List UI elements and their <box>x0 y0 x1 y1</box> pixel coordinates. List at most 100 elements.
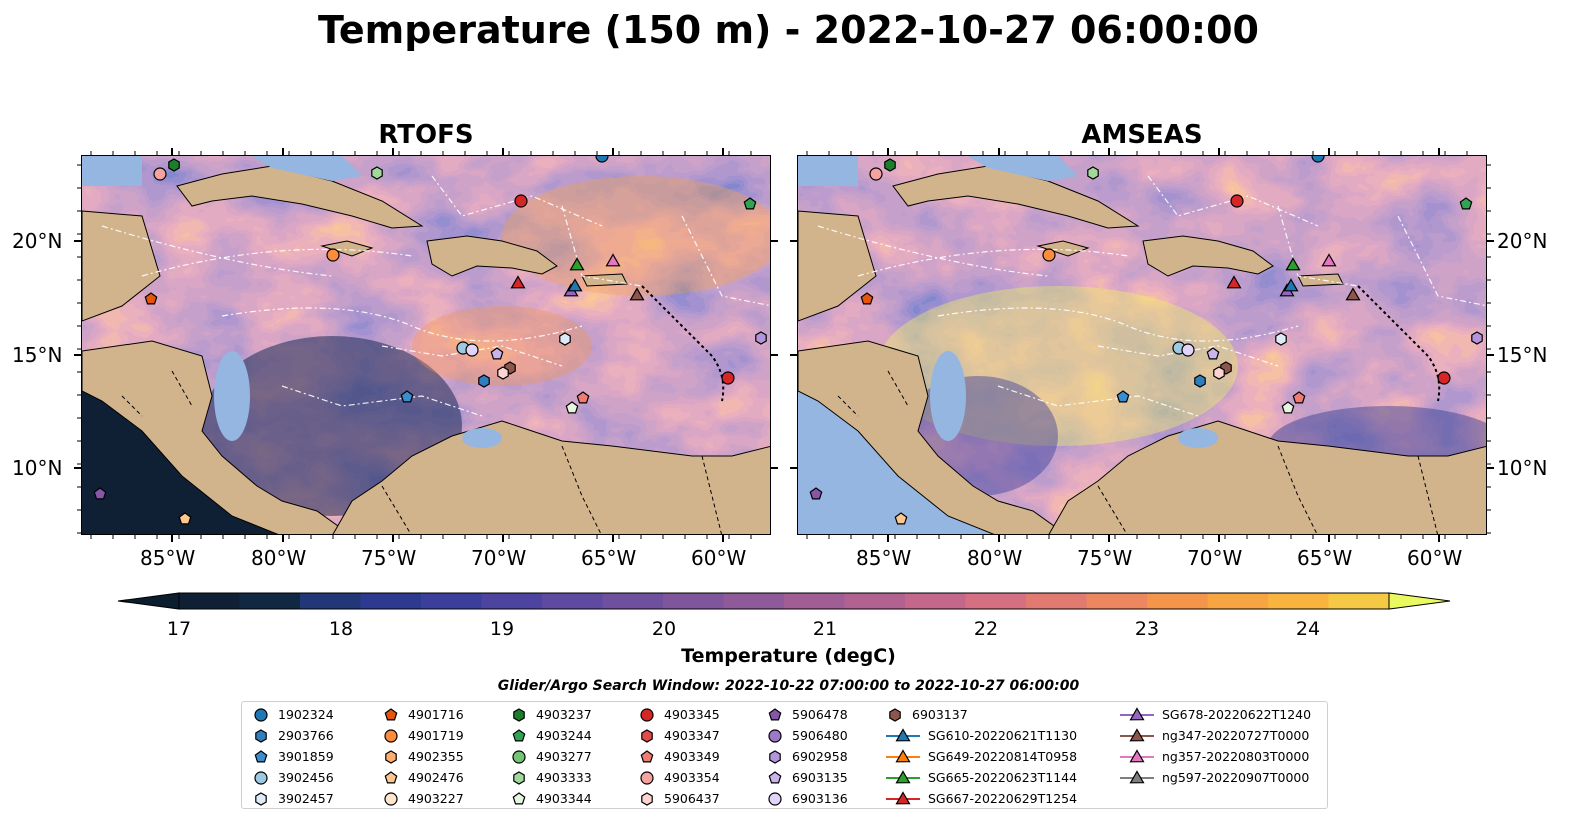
colorbar-tick: 23 <box>1134 618 1160 640</box>
hispaniola-land <box>426 235 558 277</box>
float-marker <box>559 332 571 346</box>
eez-boundary <box>431 175 603 227</box>
eez-boundary <box>1277 205 1359 287</box>
legend-item: 6903137 <box>886 705 968 725</box>
eez-boundary <box>561 205 643 287</box>
lon-label-60w: 60°W <box>691 546 747 570</box>
float-marker <box>1230 194 1244 208</box>
legend-marker-icon <box>254 750 268 763</box>
eez-boundary <box>141 248 413 277</box>
legend-label: 6903136 <box>792 791 848 806</box>
legend-label: 3901859 <box>278 749 334 764</box>
legend-label: 4901716 <box>408 707 464 722</box>
float-marker <box>514 194 528 208</box>
lon-label-70w: 70°W <box>471 546 527 570</box>
legend-marker-icon <box>384 771 398 784</box>
colorbar-tick: 24 <box>1295 618 1321 640</box>
legend-item: SG610-20220621T1130 <box>886 726 1077 746</box>
eez-boundary <box>381 345 563 367</box>
legend-label: SG667-20220629T1254 <box>928 791 1078 806</box>
legend-marker-icon <box>768 729 782 743</box>
legend-item: 4903237 <box>510 705 592 725</box>
float-marker <box>860 292 874 305</box>
float-marker <box>1285 257 1301 271</box>
colorbar-swatches <box>179 593 1390 609</box>
legend-item: 4903347 <box>638 726 720 746</box>
legend-label: 6903137 <box>912 707 968 722</box>
float-marker <box>894 512 908 525</box>
float-marker <box>326 248 340 262</box>
float-marker <box>1321 253 1337 267</box>
legend-item: 4903344 <box>510 789 592 809</box>
legend-marker-icon <box>641 792 653 806</box>
legend-item: ng597-20220907T0000 <box>1120 768 1309 788</box>
legend-item: 3901859 <box>252 747 334 767</box>
legend-marker-icon <box>254 708 268 722</box>
legend-marker-icon <box>513 708 525 722</box>
legend-marker-icon <box>641 729 653 743</box>
legend-marker-icon <box>768 771 782 784</box>
legend-item: 1902324 <box>252 705 334 725</box>
yucatan-land <box>82 210 161 322</box>
legend-item: 4901719 <box>382 726 464 746</box>
legend-marker-icon <box>895 749 911 763</box>
float-marker <box>400 390 414 403</box>
lat-label-15n-right: 15°N <box>1497 343 1548 367</box>
legend-marker-icon <box>640 771 654 785</box>
lon-label-80w-b: 80°W <box>967 546 1023 570</box>
eez-boundary <box>101 225 333 277</box>
jamaica-land <box>1036 240 1090 257</box>
colorbar-tick: 20 <box>651 618 677 640</box>
eez-boundary <box>681 215 770 307</box>
legend-item: 4902355 <box>382 747 464 767</box>
legend-marker-icon <box>889 708 901 722</box>
legend-marker-icon <box>255 729 267 743</box>
legend-item: SG649-20220814T0958 <box>886 747 1077 767</box>
legend-label: 4903333 <box>536 770 592 785</box>
legend-label: 4903354 <box>664 770 720 785</box>
jamaica-land <box>320 240 374 257</box>
legend-label: SG665-20220623T1144 <box>928 770 1078 785</box>
lat-label-15n: 15°N <box>12 343 63 367</box>
legend-marker-icon <box>1129 749 1145 763</box>
legend-label: 2903766 <box>278 728 334 743</box>
float-marker <box>465 343 479 357</box>
legend-label: 3902456 <box>278 770 334 785</box>
float-marker <box>595 156 609 163</box>
legend-item: ng357-20220803T0000 <box>1120 747 1309 767</box>
colorbar-label: Temperature (degC) <box>681 645 896 667</box>
legend-marker-icon <box>512 750 526 764</box>
legend-label: 4903344 <box>536 791 592 806</box>
float-marker <box>1206 347 1220 360</box>
eez-boundary <box>281 385 483 417</box>
legend-label: 1902324 <box>278 707 334 722</box>
legend-item: 3902457 <box>252 789 334 809</box>
float-marker <box>743 197 757 210</box>
float-marker <box>1311 156 1325 163</box>
legend-label: 5906437 <box>664 791 720 806</box>
legend-marker-icon <box>640 708 654 722</box>
float-marker <box>490 347 504 360</box>
eez-boundary <box>857 248 1129 277</box>
panel-title-rtofs: RTOFS <box>378 120 474 150</box>
eez-boundary <box>1147 175 1319 227</box>
legend-label: 4903244 <box>536 728 592 743</box>
legend-label: 5906480 <box>792 728 848 743</box>
legend-marker-icon <box>385 750 397 764</box>
float-marker <box>1087 166 1099 180</box>
float-marker <box>153 167 167 181</box>
float-marker <box>1345 287 1361 301</box>
legend-marker-icon <box>384 729 398 743</box>
legend-item: 6903135 <box>766 768 848 788</box>
float-marker <box>1471 331 1483 345</box>
legend-item: 2903766 <box>252 726 334 746</box>
legend-label: 3902457 <box>278 791 334 806</box>
yucatan-land <box>798 210 877 322</box>
lon-label-65w-b: 65°W <box>1297 546 1353 570</box>
float-marker <box>1226 275 1242 289</box>
float-marker <box>1437 371 1451 385</box>
legend-item: 5906437 <box>638 789 720 809</box>
panel-title-amseas: AMSEAS <box>1081 120 1203 150</box>
legend-marker-icon <box>255 792 267 806</box>
legend-item: 4903333 <box>510 768 592 788</box>
